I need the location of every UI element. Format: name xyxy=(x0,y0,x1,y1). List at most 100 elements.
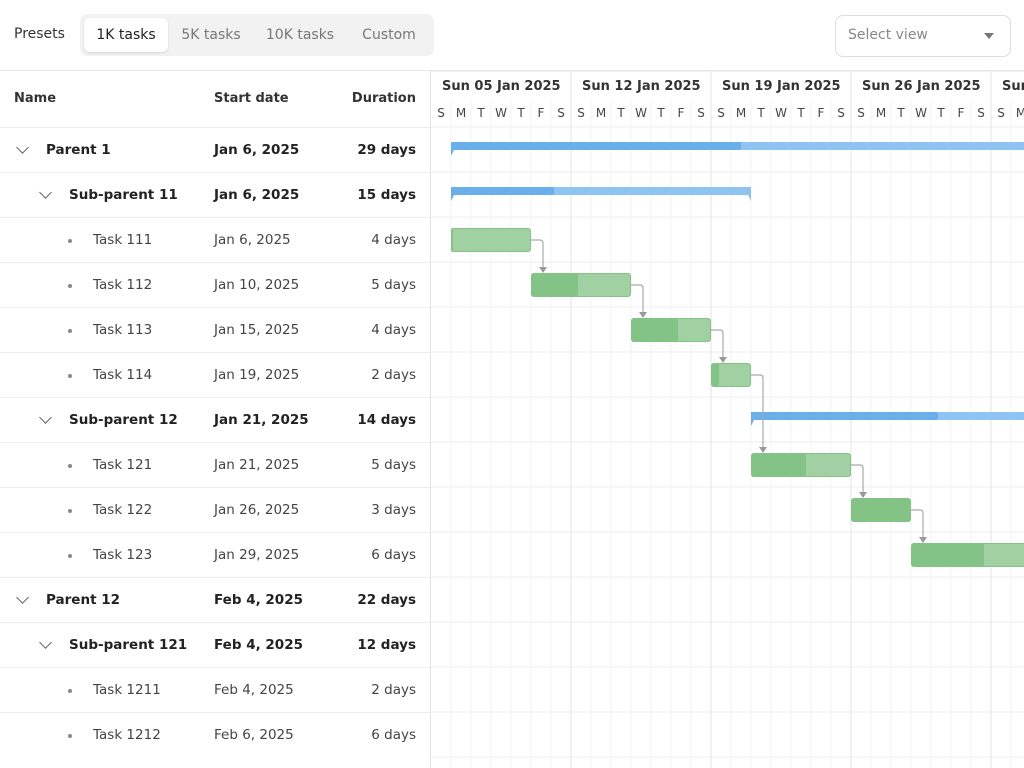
dependency-arrow xyxy=(759,447,767,453)
week-label: Sun 12 Jan 2025 xyxy=(582,79,701,94)
week-label: Sun 05 Jan 2025 xyxy=(442,79,561,94)
task-outline xyxy=(711,363,751,387)
grid-row[interactable]: Parent 12 Feb 4, 2025 22 days xyxy=(0,577,430,623)
dependency-arrow xyxy=(539,267,547,273)
task-bullet xyxy=(68,329,72,333)
task-bullet xyxy=(68,374,72,378)
start-date: Jan 6, 2025 xyxy=(214,142,300,158)
grid-row[interactable]: Parent 1 Jan 6, 2025 29 days xyxy=(0,127,430,173)
task-progress xyxy=(531,273,578,297)
preset-tab[interactable]: 10K tasks xyxy=(265,27,335,43)
task-name: Task 121 xyxy=(93,457,153,473)
expand-chevron[interactable] xyxy=(39,411,52,424)
day-label: S xyxy=(437,106,445,120)
grid-row[interactable]: Sub-parent 12 Jan 21, 2025 14 days xyxy=(0,397,430,443)
grid-row[interactable]: Task 113 Jan 15, 2025 4 days xyxy=(0,307,430,353)
task-name: Task 1211 xyxy=(93,682,161,698)
day-label: S xyxy=(717,106,725,120)
task-bullet xyxy=(68,554,72,558)
grid-row[interactable]: Sub-parent 11 Jan 6, 2025 15 days xyxy=(0,172,430,218)
day-label: F xyxy=(538,106,545,120)
task-outline xyxy=(451,228,531,252)
duration: 3 days xyxy=(371,502,416,518)
task-name: Task 113 xyxy=(93,322,153,338)
duration: 5 days xyxy=(371,277,416,293)
column-header[interactable]: Start date xyxy=(214,91,289,106)
summary-progress xyxy=(451,142,741,150)
start-date: Feb 4, 2025 xyxy=(214,682,294,698)
task-name: Task 123 xyxy=(93,547,153,563)
grid-row[interactable]: Sub-parent 121 Feb 4, 2025 12 days xyxy=(0,622,430,668)
dependency-line xyxy=(751,374,764,448)
task-grid: Name Start date Duration Parent 1 Jan 6, 202… xyxy=(0,71,431,768)
grid-row[interactable]: Task 114 Jan 19, 2025 2 days xyxy=(0,352,430,398)
task-name: Task 111 xyxy=(93,232,153,248)
day-label: M xyxy=(736,106,746,120)
select-placeholder: Select view xyxy=(848,27,928,43)
day-label: T xyxy=(656,106,665,120)
grid-row[interactable]: Task 122 Jan 26, 2025 3 days xyxy=(0,487,430,533)
duration: 2 days xyxy=(371,367,416,383)
expand-chevron[interactable] xyxy=(39,186,52,199)
preset-tab[interactable]: Custom xyxy=(362,27,416,43)
start-date: Jan 21, 2025 xyxy=(214,412,309,428)
grid-row[interactable]: Task 121 Jan 21, 2025 5 days xyxy=(0,442,430,488)
day-label: S xyxy=(577,106,585,120)
dependency-arrow xyxy=(639,312,647,318)
select-caret xyxy=(984,33,994,39)
dependency-line xyxy=(911,509,924,538)
week-label: Sun 02 Feb 2025 xyxy=(1002,79,1024,94)
presets-label: Presets xyxy=(14,26,65,42)
day-label: T xyxy=(516,106,525,120)
dependency-line xyxy=(531,239,544,268)
dependency-line xyxy=(631,284,644,313)
grid-row[interactable]: Task 111 Jan 6, 2025 4 days xyxy=(0,217,430,263)
dependency-arrow xyxy=(919,537,927,543)
start-date: Jan 6, 2025 xyxy=(214,187,300,203)
start-date: Jan 26, 2025 xyxy=(214,502,300,518)
task-progress xyxy=(851,498,911,522)
duration: 5 days xyxy=(371,457,416,473)
task-progress xyxy=(711,363,719,387)
summary-cap xyxy=(744,187,751,201)
dependency-arrow xyxy=(859,492,867,498)
task-bullet xyxy=(68,284,72,288)
column-header[interactable]: Name xyxy=(14,91,57,106)
day-label: S xyxy=(697,106,705,120)
day-label: F xyxy=(818,106,825,120)
duration: 4 days xyxy=(371,322,416,338)
duration: 22 days xyxy=(357,592,416,608)
grid-row[interactable]: Task 123 Jan 29, 2025 6 days xyxy=(0,532,430,578)
duration: 29 days xyxy=(357,142,416,158)
dependency-line xyxy=(851,464,864,493)
day-label: W xyxy=(915,106,927,120)
task-progress xyxy=(751,453,806,477)
day-label: T xyxy=(476,106,485,120)
start-date: Feb 6, 2025 xyxy=(214,727,294,743)
grid-row[interactable]: Task 1211 Feb 4, 2025 2 days xyxy=(0,667,430,713)
day-label: S xyxy=(837,106,845,120)
day-label: T xyxy=(616,106,625,120)
toolbar: Presets 1K tasks 5K tasks 10K tasks Custom … xyxy=(0,0,1024,71)
duration: 12 days xyxy=(357,637,416,653)
start-date: Jan 10, 2025 xyxy=(214,277,300,293)
preset-tab[interactable]: 1K tasks xyxy=(84,18,168,52)
column-header[interactable]: Duration xyxy=(351,91,416,106)
summary-cap xyxy=(451,187,458,201)
day-label: F xyxy=(678,106,685,120)
preset-tab[interactable]: 5K tasks xyxy=(181,27,241,43)
view-select[interactable]: Select view xyxy=(835,15,1011,57)
expand-chevron[interactable] xyxy=(16,591,29,604)
grid-row[interactable]: Task 112 Jan 10, 2025 5 days xyxy=(0,262,430,308)
week-label: Sun 26 Jan 2025 xyxy=(862,79,981,94)
expand-chevron[interactable] xyxy=(39,636,52,649)
day-label: T xyxy=(936,106,945,120)
dependency-arrow xyxy=(719,357,727,363)
grid-row[interactable]: Task 1212 Feb 6, 2025 6 days xyxy=(0,712,430,758)
duration: 6 days xyxy=(371,547,416,563)
expand-chevron[interactable] xyxy=(16,141,29,154)
week-label: Sun 19 Jan 2025 xyxy=(722,79,841,94)
start-date: Jan 21, 2025 xyxy=(214,457,300,473)
duration: 2 days xyxy=(371,682,416,698)
